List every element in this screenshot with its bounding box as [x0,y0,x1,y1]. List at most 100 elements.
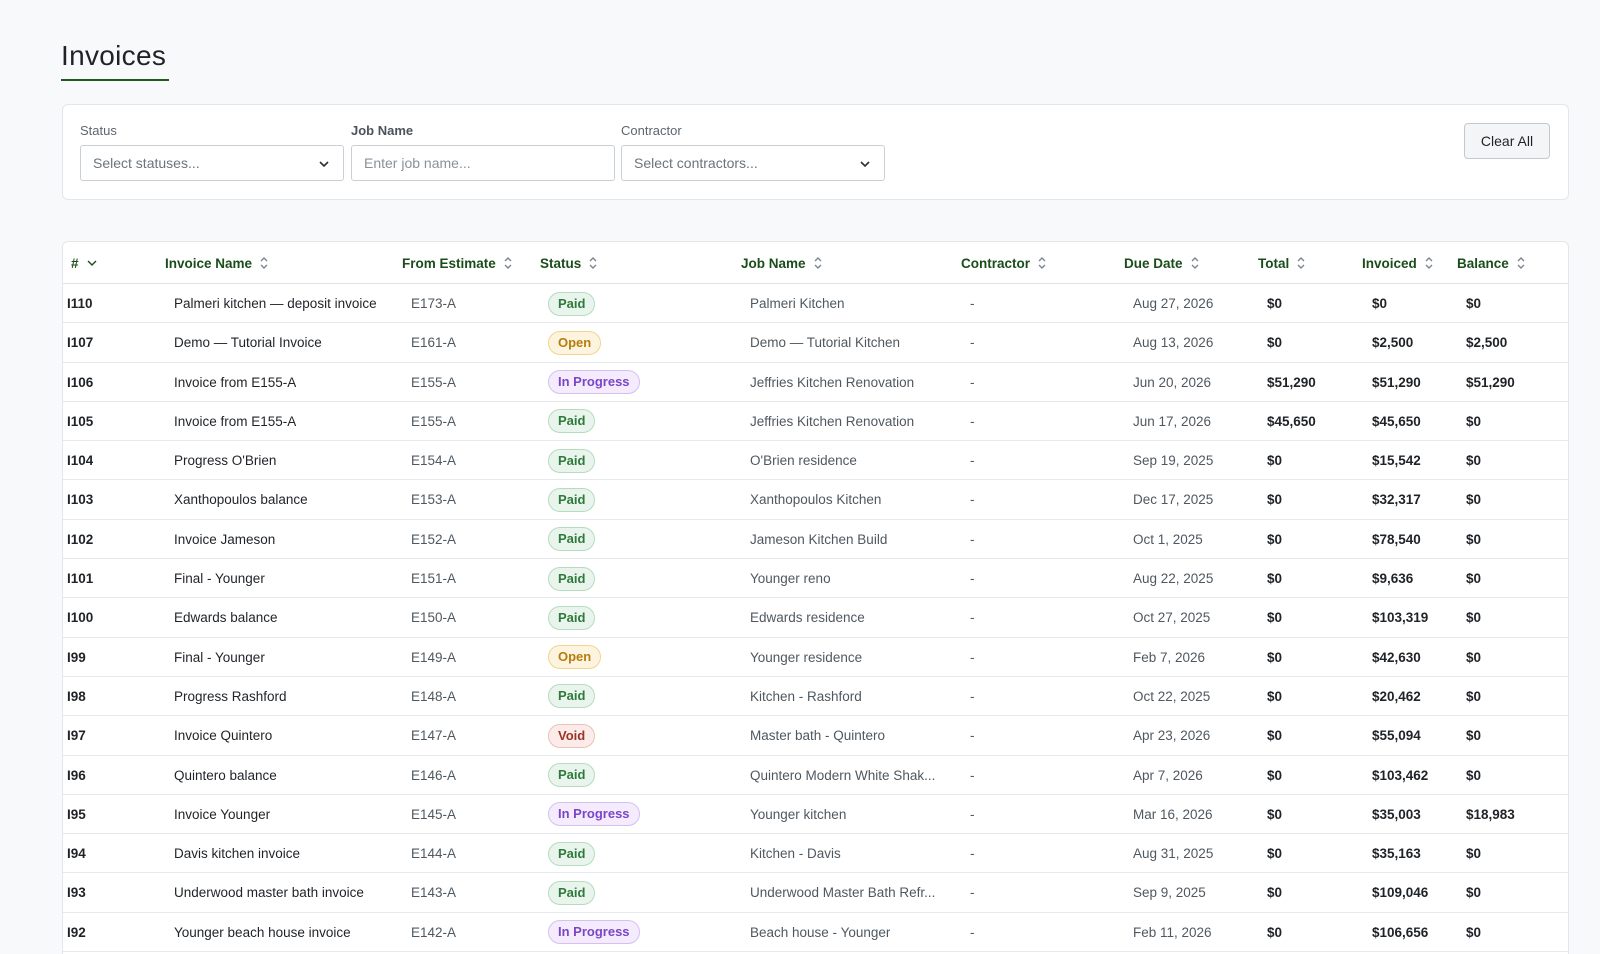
cell-job-name: Jeffries Kitchen Renovation [750,413,915,429]
cell-invoiced: $0 [1372,296,1388,311]
chevron-down-icon [860,161,870,168]
cell-invoiced: $106,656 [1372,924,1429,940]
cell-invoiced: $35,163 [1372,846,1421,862]
column-header-total[interactable]: Total [1258,242,1306,284]
cell-from-estimate: E144-A [411,846,457,862]
table-row[interactable]: I105 Invoice from E155-A E155-A Paid Jeffrie… [63,402,1568,442]
column-header-invoice-name[interactable]: Invoice Name [165,242,269,284]
cell-contractor: - [970,492,975,508]
cell-from-estimate: E150-A [411,610,457,626]
cell-due-date: Aug 27, 2026 [1133,296,1214,311]
status-badge: Paid [548,684,596,709]
table-body: I110 Palmeri kitchen — deposit invoice E17… [63,284,1568,953]
status-badge: Void [548,723,596,748]
table-row[interactable]: I106 Invoice from E155-A E155-A In Progress… [63,363,1568,402]
table-row[interactable]: I92 Younger beach house invoice E142-A In P… [63,913,1568,953]
cell-balance: $0 [1466,649,1482,665]
table-row[interactable]: I95 Invoice Younger E145-A In Progress Young… [63,795,1568,835]
column-header-label: Invoice Name [165,255,253,271]
cell-balance: $2,500 [1466,335,1508,351]
status-filter: Status Select statuses... [80,123,344,181]
status-badge: In Progress [548,802,640,827]
status-filter-label: Status [80,123,117,138]
status-select-placeholder: Select statuses... [93,155,200,171]
sort-icon [814,257,822,269]
status-select[interactable]: Select statuses... [80,145,344,181]
table-row[interactable]: I96 Quintero balance E146-A Paid Quintero Mo… [63,756,1568,795]
cell-num: I99 [67,649,86,665]
cell-status: Paid [548,677,596,716]
table-row[interactable]: I107 Demo — Tutorial Invoice E161-A Open Dem… [63,323,1568,363]
cell-due-date: Mar 16, 2026 [1133,806,1213,822]
cell-due-date: Dec 17, 2025 [1133,492,1214,508]
cell-total: $0 [1267,296,1283,311]
cell-invoice-name: Younger beach house invoice [174,924,351,940]
table-row[interactable]: I101 Final - Younger E151-A Paid Younger ren… [63,559,1568,599]
table-row[interactable]: I100 Edwards balance E150-A Paid Edwards res… [63,598,1568,638]
cell-invoice-name: Invoice from E155-A [174,374,297,390]
status-badge: In Progress [548,370,640,395]
cell-status: Paid [548,756,596,795]
contractor-select[interactable]: Select contractors... [621,145,885,181]
table-row[interactable]: I97 Invoice Quintero E147-A Void Master bath… [63,716,1568,756]
cell-total: $0 [1267,492,1283,508]
cell-invoiced: $103,462 [1372,767,1429,783]
clear-all-button[interactable]: Clear All [1464,123,1550,159]
column-header-job-name[interactable]: Job Name [741,242,823,284]
cell-balance: $0 [1466,610,1482,626]
table-row[interactable]: I104 Progress O'Brien E154-A Paid O'Brien re… [63,441,1568,481]
cell-due-date: Apr 7, 2026 [1133,767,1203,783]
cell-status: Open [548,638,602,677]
table-row[interactable]: I102 Invoice Jameson E152-A Paid Jameson Kit… [63,520,1568,560]
job-name-filter: Job Name Enter job name... [351,123,615,181]
cell-invoiced: $55,094 [1372,728,1421,744]
contractor-filter: Contractor Select contractors... [621,123,885,181]
cell-contractor: - [970,649,975,665]
column-header-balance[interactable]: Balance [1457,242,1526,284]
column-header-invoiced[interactable]: Invoiced [1362,242,1434,284]
cell-job-name: Jeffries Kitchen Renovation [750,374,915,390]
column-header-num[interactable]: # [71,242,98,284]
cell-contractor: - [970,296,975,311]
cell-job-name: Underwood Master Bath Refr... [750,885,936,901]
table-row[interactable]: I98 Progress Rashford E148-A Paid Kitchen - … [63,677,1568,717]
cell-contractor: - [970,531,975,547]
cell-invoiced: $103,319 [1372,610,1429,626]
cell-total: $0 [1267,728,1283,744]
cell-invoice-name: Invoice Jameson [174,531,276,547]
cell-status: Paid [548,520,596,559]
cell-invoiced: $2,500 [1372,335,1414,351]
status-badge: Paid [548,291,596,316]
table-row[interactable]: I110 Palmeri kitchen — deposit invoice E17… [63,284,1568,324]
cell-invoiced: $45,650 [1372,413,1421,429]
status-badge: Paid [548,566,596,591]
cell-balance: $0 [1466,846,1482,862]
cell-balance: $0 [1466,413,1482,429]
cell-due-date: Sep 19, 2025 [1133,453,1214,469]
cell-num: I94 [67,846,86,862]
table-row[interactable]: I93 Underwood master bath invoice E143-A Pa… [63,873,1568,913]
job-name-input[interactable]: Enter job name... [351,145,615,181]
cell-job-name: O'Brien residence [750,453,857,469]
column-header-contractor[interactable]: Contractor [961,242,1047,284]
cell-invoiced: $109,046 [1372,885,1429,901]
cell-contractor: - [970,924,975,940]
table-row[interactable]: I94 Davis kitchen invoice E144-A Paid Kitche… [63,834,1568,874]
column-header-status[interactable]: Status [540,242,598,284]
column-header-due-date[interactable]: Due Date [1124,242,1200,284]
cell-invoice-name: Xanthopoulos balance [174,492,308,508]
cell-num: I100 [67,610,94,626]
cell-total: $45,650 [1267,413,1316,429]
cell-contractor: - [970,728,975,744]
sort-icon [504,257,512,269]
column-header-from-estimate[interactable]: From Estimate [402,242,513,284]
table-row[interactable]: I103 Xanthopoulos balance E153-A Paid Xantho… [63,480,1568,520]
column-header-label: From Estimate [402,255,496,271]
cell-from-estimate: E143-A [411,885,457,901]
table-row[interactable]: I99 Final - Younger E149-A Open Younger resi… [63,638,1568,677]
cell-balance: $0 [1466,492,1482,508]
status-badge: Paid [548,605,596,630]
cell-num: I101 [67,571,94,587]
cell-num: I104 [67,453,94,469]
cell-invoiced: $78,540 [1372,531,1421,547]
